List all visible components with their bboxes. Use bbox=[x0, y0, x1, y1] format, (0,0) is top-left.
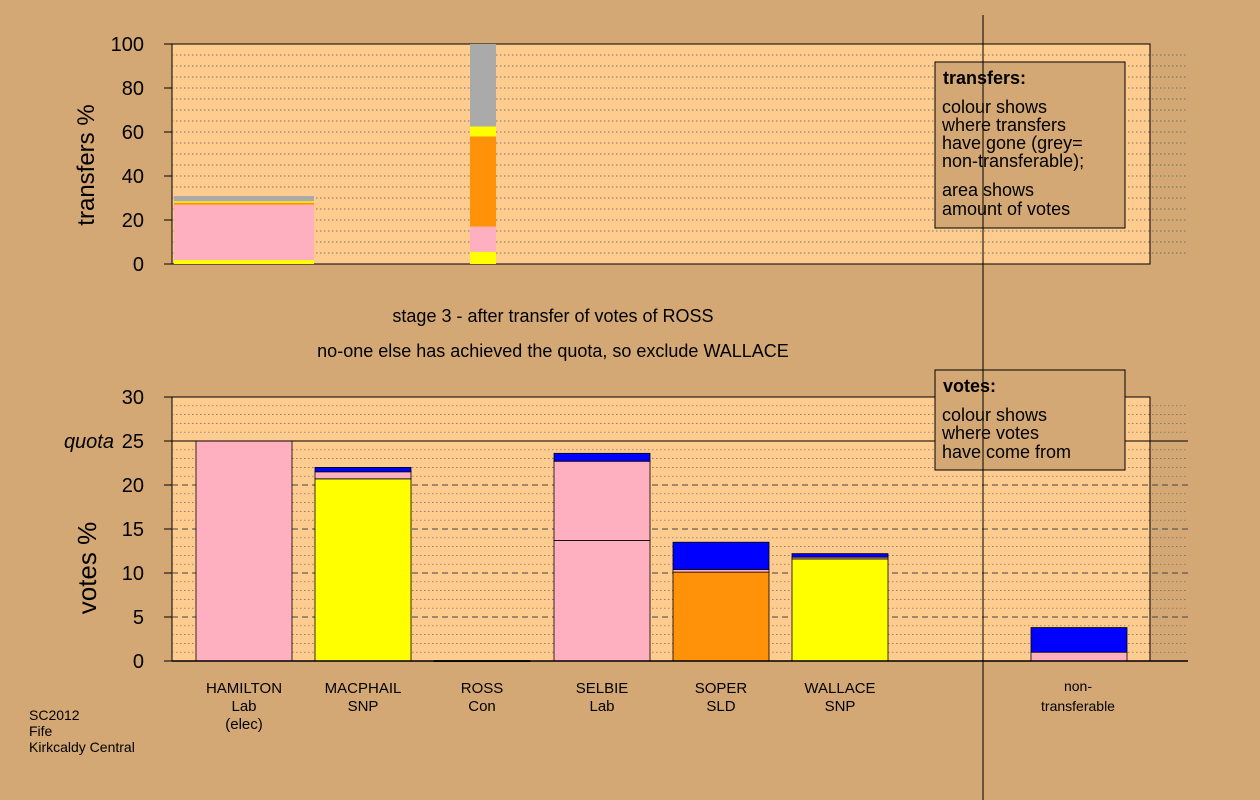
votes-bar-nontransferable bbox=[1030, 627, 1128, 662]
transfers-legend-line: area shows bbox=[942, 180, 1034, 200]
transfers-tick-label: 60 bbox=[122, 122, 144, 144]
candidate-label: SOPER bbox=[695, 680, 748, 697]
transfers-tick-label: 0 bbox=[133, 254, 144, 276]
vote-segment bbox=[195, 440, 293, 662]
votes-bar-soper bbox=[672, 541, 770, 662]
votes-bar-hamilton bbox=[195, 440, 293, 662]
candidate-label: SELBIE bbox=[576, 680, 629, 697]
candidate-label: MACPHAIL bbox=[325, 680, 402, 697]
transfers-legend-line: colour shows bbox=[942, 97, 1047, 117]
votes-legend-box bbox=[934, 369, 1126, 471]
votes-legend-line: where votes bbox=[941, 423, 1039, 443]
votes-bar-wallace bbox=[791, 553, 889, 662]
transfer-segment bbox=[470, 136, 496, 227]
nontransferable-label: transferable bbox=[1041, 698, 1115, 714]
footer-line: SC2012 bbox=[29, 707, 80, 723]
candidate-label: (elec) bbox=[225, 716, 263, 733]
vote-segment bbox=[553, 460, 651, 541]
transfers-legend-title: transfers: bbox=[943, 68, 1026, 88]
votes-tick-label: 25 bbox=[122, 431, 144, 453]
votes-tick-label: 5 bbox=[133, 607, 144, 629]
transfers-tick-label: 100 bbox=[111, 34, 144, 56]
vote-segment bbox=[314, 471, 412, 480]
vote-segment bbox=[553, 452, 651, 462]
transfer-segment bbox=[470, 251, 496, 264]
transfer-segment bbox=[174, 204, 314, 261]
candidate-label: Lab bbox=[231, 698, 256, 715]
quota-label: quota bbox=[64, 431, 114, 453]
transfer-segment bbox=[174, 196, 314, 202]
stage-decision: no-one else has achieved the quota, so e… bbox=[317, 341, 789, 361]
candidate-label: Con bbox=[468, 698, 496, 715]
transfers-legend: transfers: colour shows where transfers … bbox=[934, 61, 1126, 229]
transfers-gridlines bbox=[172, 54, 1188, 254]
transfers-y-axis-label: transfers % bbox=[73, 104, 100, 225]
vote-segment bbox=[672, 571, 770, 662]
votes-legend-line: colour shows bbox=[942, 405, 1047, 425]
stage-description: stage 3 - after transfer of votes of ROS… bbox=[392, 306, 713, 326]
candidate-label: SNP bbox=[348, 698, 379, 715]
votes-y-axis-label: votes % bbox=[72, 522, 102, 615]
transfers-legend-line: have gone (grey= bbox=[942, 133, 1083, 153]
transfer-segment bbox=[174, 202, 314, 205]
transfers-legend-line: where transfers bbox=[941, 115, 1066, 135]
candidate-label: HAMILTON bbox=[206, 680, 282, 697]
transfers-hamilton bbox=[174, 196, 314, 264]
votes-tick-label: 0 bbox=[133, 651, 144, 673]
votes-tick-label: 15 bbox=[122, 519, 144, 541]
transfer-segment bbox=[174, 201, 314, 203]
candidate-label: WALLACE bbox=[804, 680, 875, 697]
vote-segment bbox=[553, 540, 651, 662]
votes-tick-label: 20 bbox=[122, 475, 144, 497]
transfer-segment bbox=[470, 44, 496, 127]
vote-segment bbox=[791, 553, 889, 558]
candidate-label: ROSS bbox=[461, 680, 504, 697]
vote-segment bbox=[314, 478, 412, 662]
transfers-legend-line: non-transferable); bbox=[942, 151, 1084, 171]
transfer-segment bbox=[470, 226, 496, 252]
vote-segment bbox=[314, 466, 412, 473]
votes-bar-selbie bbox=[553, 452, 651, 662]
votes-y-ticks: 0 5 10 15 20 25 30 bbox=[122, 387, 172, 673]
transfers-tick-label: 20 bbox=[122, 210, 144, 232]
footer-line: Fife bbox=[29, 723, 53, 739]
votes-tick-label: 10 bbox=[122, 563, 144, 585]
votes-x-labels: HAMILTONLab(elec)MACPHAILSNPROSSConSELBI… bbox=[206, 678, 1115, 733]
votes-bar-macphail bbox=[314, 466, 412, 662]
nontransferable-label: non- bbox=[1064, 678, 1092, 694]
transfers-tick-label: 80 bbox=[122, 78, 144, 100]
transfers-ross bbox=[470, 44, 496, 264]
votes-legend-title: votes: bbox=[943, 376, 996, 396]
votes-bars bbox=[195, 440, 1128, 662]
transfers-legend-box bbox=[934, 61, 1126, 229]
transfers-legend-line: amount of votes bbox=[942, 199, 1070, 219]
transfers-panel: 0 20 40 60 80 100 transfers % transfers: colo… bbox=[73, 34, 1188, 276]
vote-segment bbox=[791, 558, 889, 662]
transfers-bars bbox=[174, 44, 496, 264]
vote-segment bbox=[1030, 651, 1128, 662]
transfers-y-ticks: 0 20 40 60 80 100 bbox=[111, 34, 172, 276]
transfer-segment bbox=[174, 260, 314, 264]
transfers-tick-label: 40 bbox=[122, 166, 144, 188]
vote-segment bbox=[1030, 627, 1128, 653]
vote-segment bbox=[672, 541, 770, 570]
votes-legend-line: have come from bbox=[942, 442, 1071, 462]
candidate-label: SLD bbox=[706, 698, 735, 715]
votes-tick-label: 30 bbox=[122, 387, 144, 409]
votes-legend: votes: colour shows where votes have com… bbox=[934, 369, 1126, 471]
footer-line: Kirkcaldy Central bbox=[29, 739, 135, 755]
candidate-label: Lab bbox=[589, 698, 614, 715]
transfer-segment bbox=[470, 126, 496, 137]
candidate-label: SNP bbox=[825, 698, 856, 715]
